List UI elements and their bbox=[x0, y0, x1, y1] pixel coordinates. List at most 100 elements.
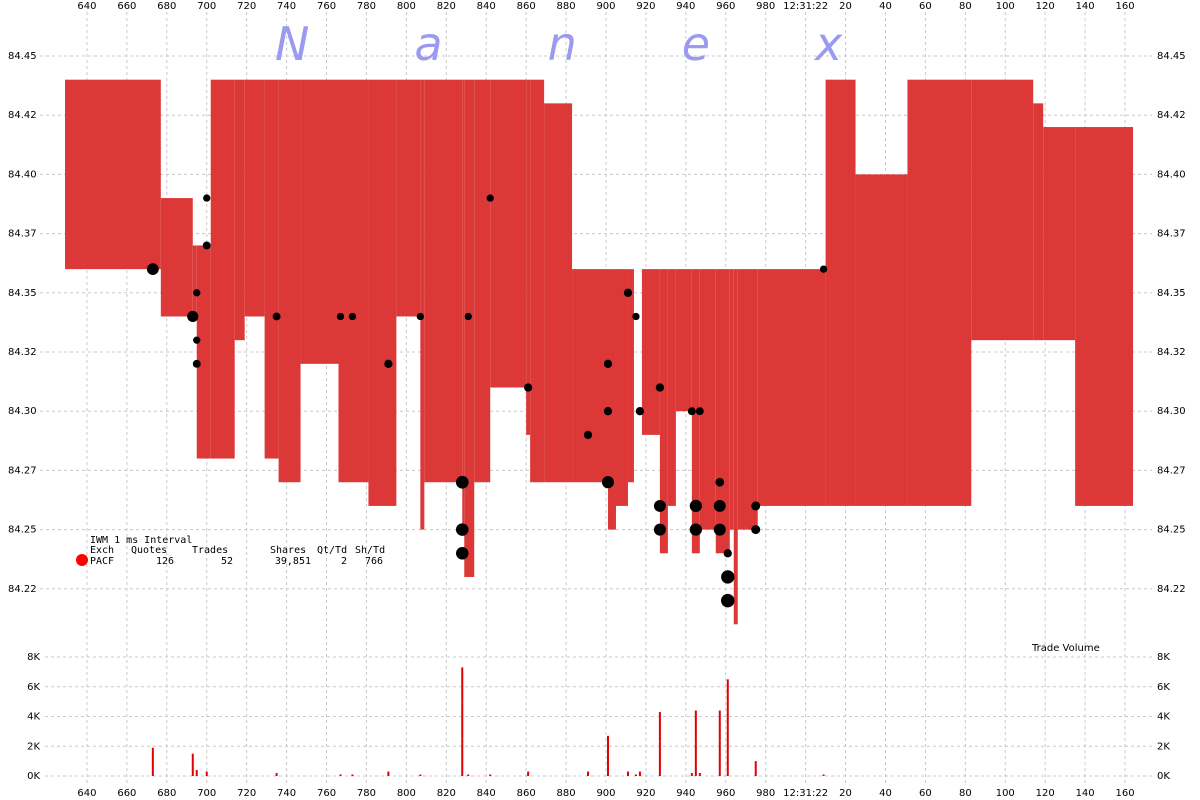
volume-bar bbox=[587, 771, 590, 776]
x-tick-label: 860 bbox=[517, 1, 536, 12]
x-tick-label: 940 bbox=[676, 788, 695, 799]
trade-dot bbox=[455, 475, 469, 489]
x-tick-label: 840 bbox=[477, 788, 496, 799]
volume-tick-label: 2K bbox=[27, 741, 40, 752]
quote-segment bbox=[733, 269, 738, 625]
trade-dot bbox=[455, 523, 469, 536]
volume-bar bbox=[191, 753, 194, 776]
info-cell: 52 bbox=[221, 556, 233, 567]
quote-segment bbox=[192, 245, 197, 317]
quote-segment bbox=[490, 79, 527, 388]
x-tick-label: 980 bbox=[756, 788, 775, 799]
trade-dot bbox=[486, 194, 494, 202]
trade-dot bbox=[272, 312, 281, 321]
info-cell: 766 bbox=[365, 556, 383, 567]
quote-segment bbox=[196, 245, 211, 459]
info-title: IWM 1 ms Interval bbox=[90, 535, 192, 546]
trade-dot bbox=[348, 312, 357, 321]
trade-dot bbox=[713, 523, 726, 536]
quote-segment bbox=[464, 79, 475, 577]
x-tick-label: 60 bbox=[919, 788, 932, 799]
x-tick-label: 880 bbox=[557, 1, 576, 12]
x-tick-label: 780 bbox=[357, 788, 376, 799]
volume-bar bbox=[754, 768, 757, 776]
quote-segment bbox=[338, 79, 369, 483]
trade-dot bbox=[193, 289, 201, 297]
volume-tick-label: 0K bbox=[27, 771, 40, 782]
x-tick-label: 700 bbox=[197, 788, 216, 799]
volume-bar bbox=[626, 771, 629, 776]
x-tick-label: 760 bbox=[317, 1, 336, 12]
volume-tick-label: 8K bbox=[27, 652, 40, 663]
quote-segment bbox=[627, 269, 634, 483]
info-cell: 39,851 bbox=[275, 556, 311, 567]
volume-bar bbox=[694, 743, 697, 776]
quote-segment bbox=[729, 269, 734, 530]
quote-segment bbox=[855, 174, 908, 506]
quote-segment bbox=[544, 103, 573, 483]
quote-segment bbox=[675, 269, 692, 412]
trade-dot bbox=[635, 407, 645, 416]
trade-dot bbox=[384, 359, 393, 368]
quote-segment bbox=[278, 79, 301, 483]
x-tick-label: 660 bbox=[117, 1, 136, 12]
y-tick-label: 84.32 bbox=[1157, 347, 1186, 358]
trade-dot bbox=[416, 312, 425, 321]
info-header: Trades bbox=[192, 545, 228, 556]
x-tick-label: 720 bbox=[237, 788, 256, 799]
trade-dot bbox=[751, 501, 761, 511]
y-tick-label: 84.37 bbox=[8, 229, 37, 240]
y-tick-label: 84.22 bbox=[1157, 584, 1186, 595]
trade-dot bbox=[146, 263, 159, 276]
quote-segment bbox=[368, 79, 397, 506]
info-cell: PACF bbox=[90, 556, 114, 567]
volume-tick-label: 4K bbox=[1157, 712, 1170, 723]
x-tick-label: 680 bbox=[157, 1, 176, 12]
volume-bar bbox=[419, 774, 422, 776]
x-tick-label: 860 bbox=[517, 788, 536, 799]
trade-dot bbox=[723, 549, 732, 558]
trade-dot bbox=[695, 407, 704, 416]
quote-segment bbox=[737, 269, 758, 530]
quote-segment bbox=[300, 79, 339, 364]
x-tick-label: 640 bbox=[77, 1, 96, 12]
x-tick-label: 960 bbox=[716, 1, 735, 12]
x-tick-label: 820 bbox=[437, 1, 456, 12]
trade-dot bbox=[721, 593, 735, 608]
x-tick-label: 12:31:22 bbox=[783, 1, 828, 12]
y-tick-label: 84.30 bbox=[1157, 406, 1186, 417]
trade-dot bbox=[193, 336, 201, 344]
volume-bar bbox=[205, 774, 208, 776]
quote-segment bbox=[659, 269, 668, 554]
quote-segment bbox=[971, 79, 1034, 341]
quote-segment bbox=[667, 269, 676, 506]
x-tick-label: 740 bbox=[277, 1, 296, 12]
volume-bar bbox=[606, 735, 609, 768]
trades bbox=[146, 194, 828, 608]
quote-segment bbox=[65, 79, 161, 270]
volume-bar bbox=[718, 770, 721, 776]
x-tick-label: 800 bbox=[397, 788, 416, 799]
volume-bar bbox=[195, 773, 198, 775]
trade-dot bbox=[455, 547, 469, 560]
quote-segment bbox=[396, 79, 421, 317]
volume-bar bbox=[339, 774, 342, 776]
x-tick-label: 80 bbox=[959, 1, 972, 12]
x-tick-label: 840 bbox=[477, 1, 496, 12]
info-header: Qt/Td bbox=[317, 545, 347, 556]
volume-bar bbox=[694, 710, 697, 744]
x-tick-label: 60 bbox=[919, 1, 932, 12]
quote-segment bbox=[607, 269, 616, 530]
watermark: Nanex bbox=[275, 17, 947, 71]
volume-bar bbox=[634, 774, 637, 776]
info-cell: 126 bbox=[156, 556, 174, 567]
volume-bar bbox=[822, 774, 825, 776]
y-tick-label: 84.35 bbox=[1157, 288, 1186, 299]
trade-dot bbox=[715, 477, 725, 487]
quote-segment bbox=[825, 79, 856, 506]
y-tick-label: 84.40 bbox=[1157, 169, 1186, 180]
volume-bar bbox=[205, 771, 208, 775]
trade-dot bbox=[523, 383, 533, 392]
x-tick-label: 40 bbox=[879, 788, 892, 799]
